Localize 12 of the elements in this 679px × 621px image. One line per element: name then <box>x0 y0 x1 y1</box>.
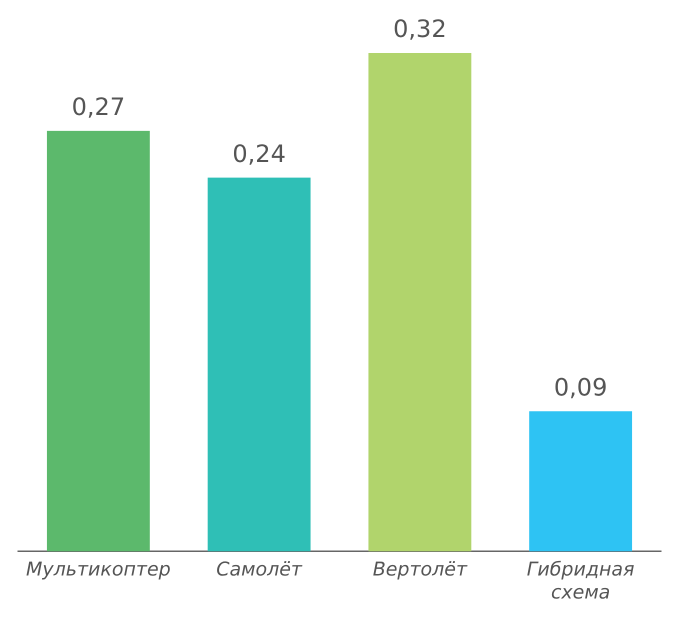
x-tick-label: Самолёт <box>216 558 303 581</box>
bar <box>529 411 632 552</box>
data-label: 0,32 <box>393 15 447 44</box>
data-label: 0,24 <box>232 140 286 168</box>
bar <box>208 178 311 552</box>
bar <box>368 53 472 552</box>
bar <box>46 130 150 552</box>
x-tick-label: Мультикоптер <box>26 558 171 581</box>
data-label: 0,09 <box>554 373 608 402</box>
x-tick-label: Гибридная схема <box>526 558 634 604</box>
data-label: 0,27 <box>72 93 126 122</box>
x-tick-label: Вертолёт <box>372 558 468 581</box>
